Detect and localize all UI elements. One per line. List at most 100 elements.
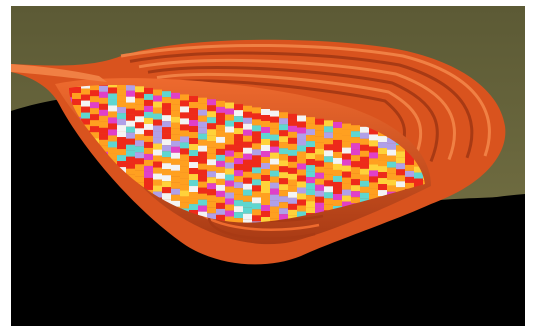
ore-block xyxy=(396,157,405,164)
ore-block xyxy=(378,148,387,155)
ore-block xyxy=(225,210,234,217)
ore-block xyxy=(234,128,243,135)
ore-block xyxy=(315,184,324,191)
ore-block xyxy=(153,113,162,120)
ore-block xyxy=(135,140,144,147)
ore-block xyxy=(414,166,423,173)
ore-block xyxy=(171,158,180,165)
ore-block xyxy=(207,117,216,124)
ore-block xyxy=(225,120,234,127)
ore-block xyxy=(252,137,261,144)
ore-block xyxy=(81,118,90,125)
ore-block xyxy=(333,169,342,176)
ore-block xyxy=(306,171,315,178)
ore-block xyxy=(198,139,207,146)
ore-block xyxy=(324,204,333,211)
ore-block xyxy=(288,185,297,192)
ore-block xyxy=(297,151,306,158)
ore-block xyxy=(117,155,126,162)
ore-block xyxy=(225,216,234,223)
ore-block xyxy=(261,175,270,181)
ore-block xyxy=(225,186,234,193)
ore-block xyxy=(369,146,378,153)
ore-block xyxy=(126,114,135,121)
ore-block xyxy=(351,173,360,180)
ore-block xyxy=(288,149,297,156)
ore-block xyxy=(135,158,144,165)
ore-block xyxy=(81,88,90,95)
ore-block xyxy=(342,129,351,136)
ore-block xyxy=(180,106,189,113)
ore-block xyxy=(360,186,369,193)
ore-block xyxy=(324,126,333,133)
pit-bench-line xyxy=(165,79,406,166)
ore-block xyxy=(342,195,351,202)
ore-block xyxy=(207,177,216,184)
ore-block xyxy=(243,213,252,220)
ore-block xyxy=(171,122,180,129)
ore-block xyxy=(69,91,72,98)
ore-block xyxy=(144,105,153,112)
ore-block xyxy=(171,164,180,171)
ore-block xyxy=(360,174,369,181)
ore-block xyxy=(162,151,171,158)
ore-block xyxy=(153,161,162,168)
ore-block xyxy=(324,186,333,193)
ore-block xyxy=(108,84,117,88)
ore-block xyxy=(351,167,360,174)
ore-block xyxy=(144,165,153,172)
ore-block xyxy=(279,214,288,221)
ore-block xyxy=(279,154,288,161)
ore-block xyxy=(171,188,180,195)
ore-block xyxy=(342,147,351,154)
ore-block xyxy=(81,112,90,119)
ore-block xyxy=(378,184,387,191)
open-pit-scene xyxy=(11,6,525,326)
ore-block xyxy=(99,127,108,134)
ore-block xyxy=(126,84,135,91)
ore-block xyxy=(225,150,234,157)
ore-block xyxy=(108,99,117,106)
ore-block xyxy=(378,136,387,143)
ore-block xyxy=(243,153,252,160)
ore-block xyxy=(216,160,225,167)
ore-block xyxy=(144,153,153,160)
ore-block xyxy=(279,118,288,125)
ore-block xyxy=(315,202,324,209)
ore-block xyxy=(207,105,216,112)
ore-block xyxy=(135,86,144,93)
ore-block xyxy=(108,123,117,130)
ore-block xyxy=(306,135,315,142)
ore-block xyxy=(171,92,180,99)
ore-block xyxy=(216,196,225,203)
ore-block xyxy=(288,131,297,138)
ore-block xyxy=(234,104,243,111)
ore-block xyxy=(198,145,207,152)
ore-block xyxy=(270,146,279,153)
ore-block xyxy=(387,155,396,162)
ore-block xyxy=(333,139,342,146)
ore-block xyxy=(243,195,252,202)
ore-block xyxy=(288,113,297,120)
ore-block xyxy=(351,149,360,156)
ore-block xyxy=(261,169,270,175)
ore-block xyxy=(261,163,270,169)
ore-block xyxy=(225,162,234,169)
ore-block xyxy=(153,173,162,180)
ore-block xyxy=(405,152,414,159)
pit-bench-line xyxy=(138,58,457,161)
ore-block xyxy=(288,197,297,204)
ore-block xyxy=(216,154,225,161)
ore-block xyxy=(387,167,396,174)
ore-block xyxy=(180,160,189,167)
ore-block xyxy=(153,119,162,126)
ore-block xyxy=(360,162,369,169)
ore-block xyxy=(198,193,207,200)
ore-block xyxy=(225,144,234,151)
ore-block xyxy=(243,183,252,190)
ore-block xyxy=(396,175,405,182)
ore-block xyxy=(171,152,180,159)
ore-block xyxy=(243,165,252,172)
ore-block xyxy=(306,183,315,190)
ore-block xyxy=(297,211,306,218)
